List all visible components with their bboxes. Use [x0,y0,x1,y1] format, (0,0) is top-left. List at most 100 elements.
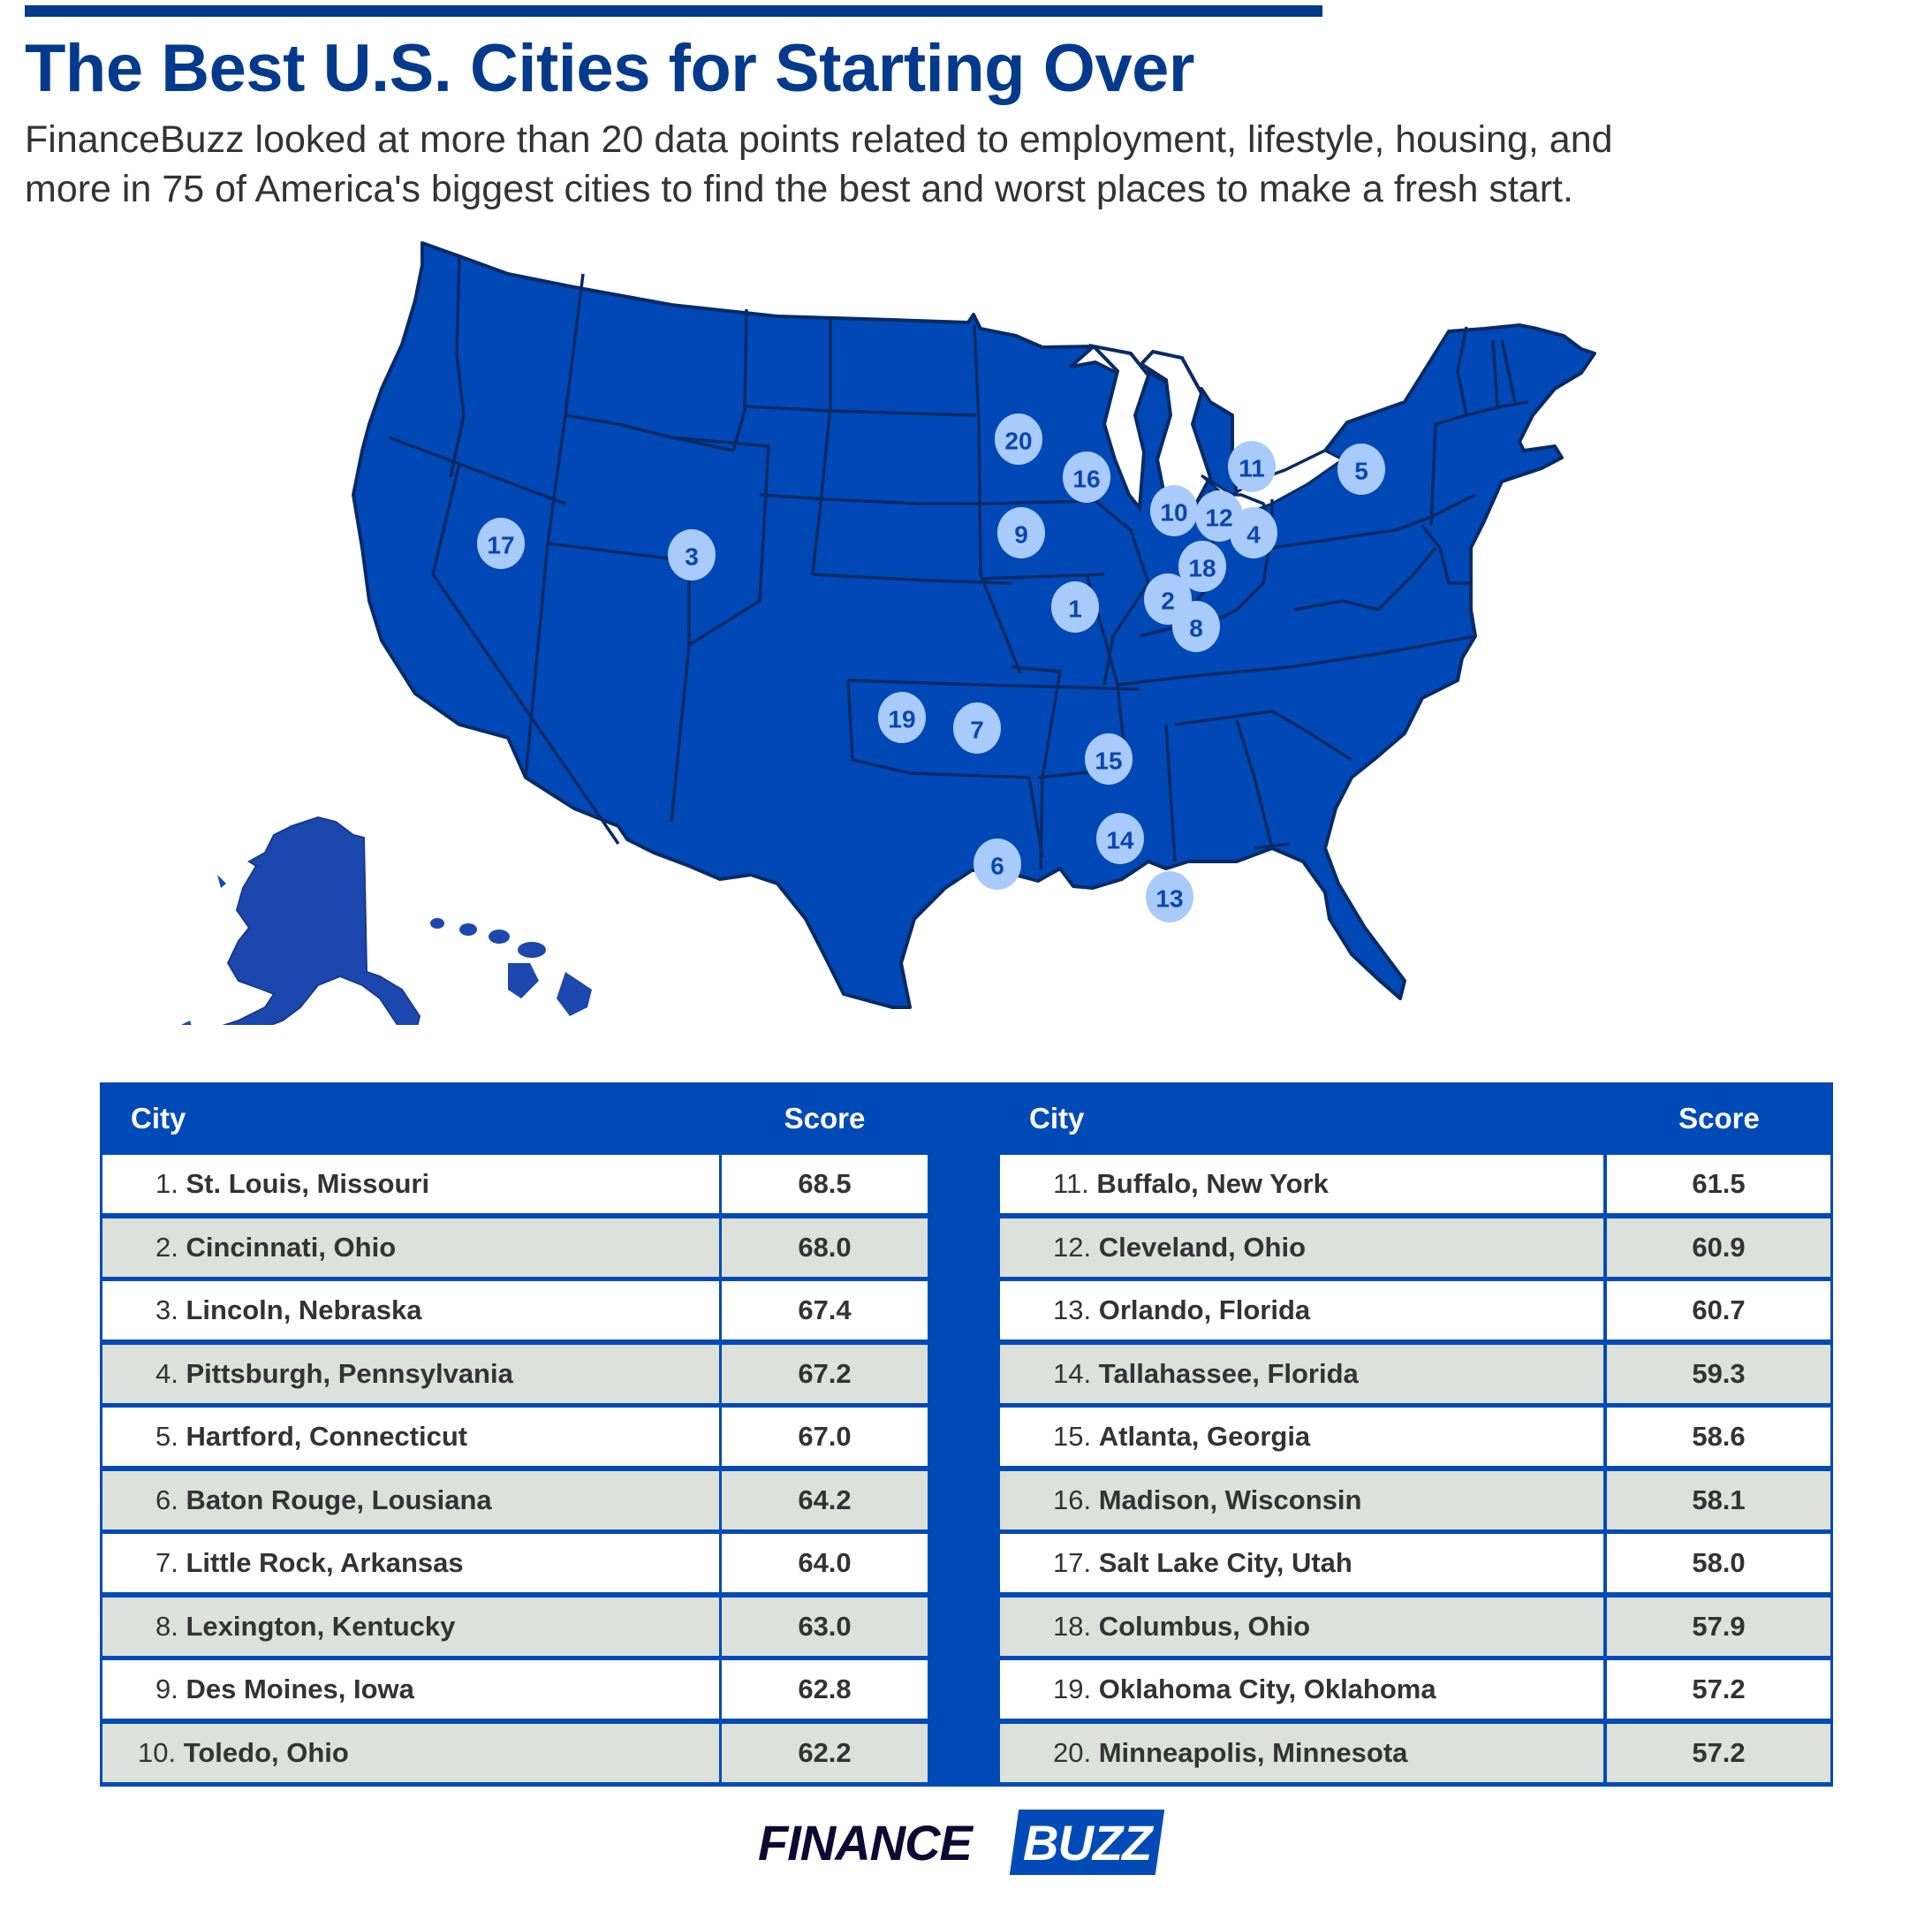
city-name: Baton Rouge, Lousiana [186,1484,492,1515]
right-score-header: Score [1678,1102,1760,1135]
table-row-left-score: 68.5 [722,1155,928,1213]
table-row-right-city: 20. Minneapolis, Minnesota [1000,1723,1603,1782]
logo-buzz-text: BUZZ [1023,1815,1152,1871]
table-row-right-city: 18. Columbus, Ohio [1000,1597,1603,1656]
table-row-right-score: 58.0 [1607,1534,1830,1592]
table-row-right-score: 60.9 [1607,1218,1830,1277]
table-row-left-score: 63.0 [722,1597,928,1656]
table-row-right-score: 57.9 [1607,1597,1830,1656]
rank-number: 10. [138,1736,177,1768]
city-name: Pittsburgh, Pennsylvania [186,1357,513,1389]
table-row-left-city: 7. Little Rock, Arkansas [102,1534,719,1592]
city-marker-9: 9 [997,507,1045,558]
left-city-header: City [131,1102,186,1135]
city-marker-10: 10 [1150,485,1198,536]
table-row-right-score: 57.2 [1607,1723,1830,1782]
table-row-right-city: 17. Salt Lake City, Utah [1000,1534,1603,1592]
hawaii [430,918,592,1016]
table-row-left-city: 5. Hartford, Connecticut [102,1408,719,1466]
city-name: Orlando, Florida [1098,1294,1311,1325]
rank-number: 14. [1053,1357,1092,1389]
table-row-right-score: 59.3 [1607,1344,1830,1403]
subtitle-line-2: more in 75 of America's biggest cities t… [25,168,1573,210]
table-row-left-score: 68.0 [722,1218,928,1277]
city-marker-7: 7 [953,702,1001,754]
marker-label: 14 [1106,827,1134,854]
rank-number: 16. [1053,1484,1092,1515]
top-accent-bar [25,5,1322,17]
table-row-left-score: 67.4 [722,1281,928,1340]
page-subtitle: FinanceBuzz looked at more than 20 data … [25,115,1880,214]
marker-label: 19 [888,706,915,733]
table-row-left-score: 67.0 [722,1408,928,1466]
city-name: Tallahassee, Florida [1098,1357,1359,1389]
marker-label: 18 [1188,555,1216,582]
city-name: Cincinnati, Ohio [186,1231,397,1263]
marker-label: 11 [1239,455,1265,482]
marker-label: 20 [1004,428,1032,455]
table-row-right-score: 58.6 [1607,1408,1830,1466]
table-row-left-score: 62.8 [722,1660,928,1719]
marker-label: 7 [970,717,984,744]
city-name: Minneapolis, Minnesota [1098,1736,1408,1768]
marker-label: 9 [1014,521,1028,549]
city-marker-18: 18 [1178,541,1226,592]
table-row-left-city: 1. St. Louis, Missouri [102,1155,719,1213]
left-score-header: Score [784,1102,866,1135]
city-name: Oklahoma City, Oklahoma [1098,1674,1436,1704]
city-marker-15: 15 [1085,733,1133,785]
rank-number: 18. [1053,1610,1092,1642]
city-marker-6: 6 [974,839,1021,890]
table-row-left-score: 64.2 [722,1470,928,1529]
rank-number: 1. [155,1168,178,1199]
marker-label: 12 [1205,505,1232,532]
rank-number: 13. [1053,1294,1092,1325]
rank-number: 3. [155,1294,178,1325]
marker-label: 8 [1189,615,1203,642]
marker-label: 15 [1095,748,1122,775]
rank-number: 8. [155,1610,178,1642]
table-row-left-score: 67.2 [722,1344,928,1403]
marker-label: 13 [1155,885,1183,913]
city-marker-14: 14 [1096,813,1144,864]
alaska [181,816,421,1025]
city-name: Madison, Wisconsin [1098,1484,1362,1515]
rank-number: 5. [155,1421,178,1452]
rank-number: 2. [155,1231,178,1263]
table-row-left-score: 62.2 [722,1723,928,1782]
city-marker-20: 20 [995,414,1042,465]
city-marker-19: 19 [878,692,926,743]
marker-label: 4 [1246,521,1261,549]
table-row-right-score: 60.7 [1607,1281,1830,1340]
city-name: Lexington, Kentucky [186,1610,456,1642]
marker-label: 10 [1160,499,1187,527]
table-row-left-city: 10. Toledo, Ohio [102,1723,719,1782]
marker-label: 6 [990,853,1004,880]
right-city-header: City [1029,1102,1085,1135]
rank-number: 4. [155,1357,178,1389]
city-name: Salt Lake City, Utah [1098,1547,1352,1578]
table-row-right-city: 19. Oklahoma City, Oklahoma [1000,1660,1603,1719]
city-name: Little Rock, Arkansas [186,1547,464,1578]
city-marker-11: 11 [1228,441,1276,492]
marker-label: 2 [1161,588,1175,615]
table-row-right-city: 12. Cleveland, Ohio [1000,1218,1603,1277]
table-row-right-score: 58.1 [1607,1470,1830,1529]
city-name: Toledo, Ohio [183,1736,349,1768]
marker-label: 16 [1072,466,1100,493]
marker-label: 17 [487,532,514,559]
table-row-left-city: 8. Lexington, Kentucky [102,1597,719,1656]
logo-finance-text: FINANCE [758,1815,973,1871]
table-row-right-score: 57.2 [1607,1660,1830,1719]
rank-number: 17. [1053,1547,1092,1578]
rank-number: 12. [1053,1231,1092,1263]
table-row-right-city: 15. Atlanta, Georgia [1000,1408,1603,1466]
city-name: Lincoln, Nebraska [186,1294,422,1325]
city-name: Des Moines, Iowa [186,1674,414,1704]
rank-number: 6. [155,1484,178,1515]
city-name: St. Louis, Missouri [186,1168,430,1199]
table-row-right-city: 14. Tallahassee, Florida [1000,1344,1603,1403]
rank-number: 15. [1053,1421,1092,1452]
city-marker-5: 5 [1337,444,1385,495]
